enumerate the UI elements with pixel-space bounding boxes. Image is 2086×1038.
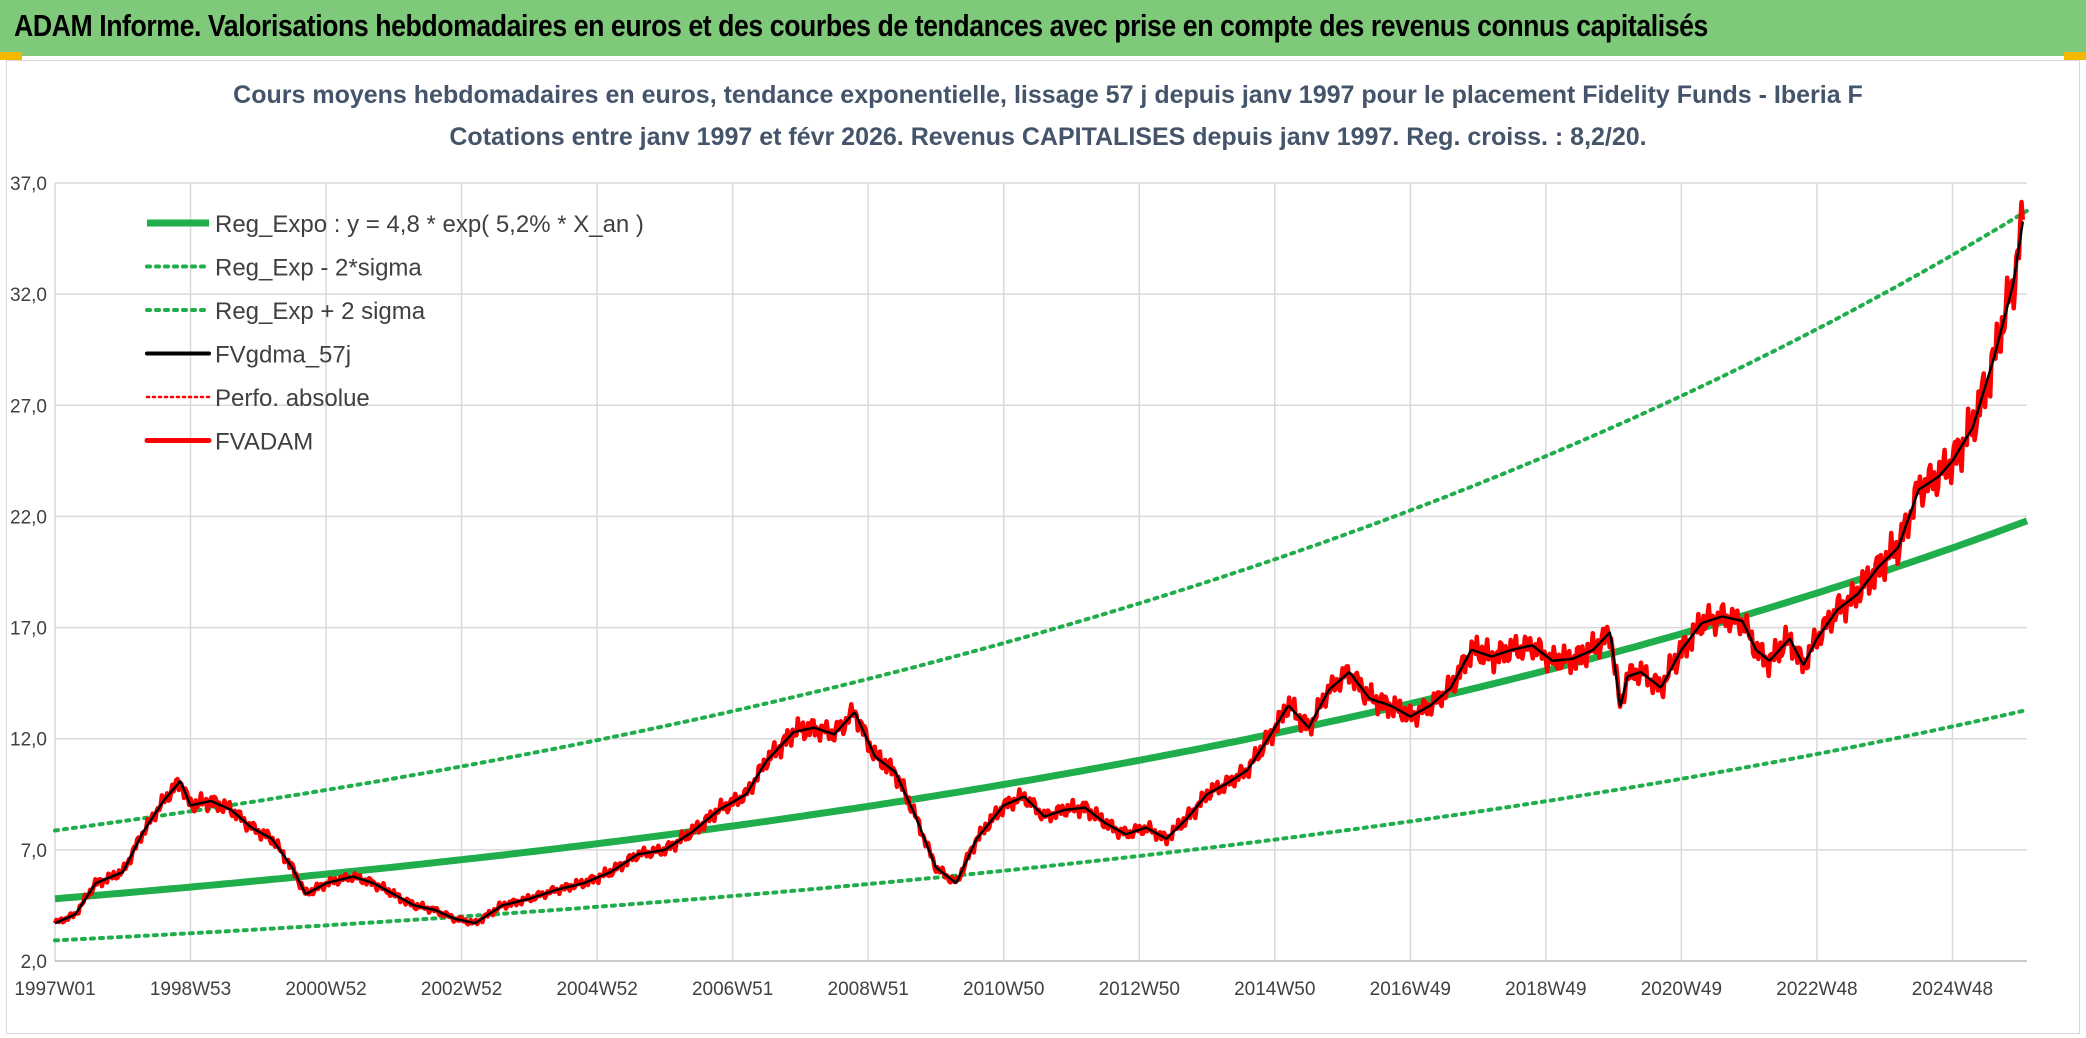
x-tick-label: 2024W48 xyxy=(1912,979,1993,1000)
series-reg-plus-2sigma xyxy=(53,208,2029,833)
y-tick-label: 2,0 xyxy=(21,952,47,973)
corner-marker-right xyxy=(2064,52,2086,60)
y-tick-label: 12,0 xyxy=(10,730,47,751)
y-tick-label: 32,0 xyxy=(10,285,47,306)
chart-title: Cours moyens hebdomadaires en euros, ten… xyxy=(233,81,1863,109)
legend-label: Reg_Exp + 2 sigma xyxy=(215,298,426,325)
legend-label: FVADAM xyxy=(215,429,313,456)
legend-label: Reg_Exp - 2*sigma xyxy=(215,255,422,282)
x-tick-label: 2022W48 xyxy=(1776,979,1857,1000)
chart-subtitle: Cotations entre janv 1997 et févr 2026. … xyxy=(449,123,1646,151)
series-fvgdma-57j xyxy=(54,221,2025,925)
x-tick-label: 1997W01 xyxy=(14,979,95,1000)
y-tick-label: 37,0 xyxy=(10,174,47,195)
x-tick-label: 2018W49 xyxy=(1505,979,1586,1000)
x-tick-label: 2016W49 xyxy=(1370,979,1451,1000)
x-tick-label: 1998W53 xyxy=(150,979,231,1000)
axes: 2,0 7,0 12,0 17,0 22,0 27,0 32,0 37,0 1997W01 199… xyxy=(10,174,2027,1000)
corner-marker-left xyxy=(0,52,22,60)
grid xyxy=(54,182,2027,962)
plot-area xyxy=(52,199,2029,943)
chart-svg: Cours moyens hebdomadaires en euros, ten… xyxy=(10,81,2029,1000)
series-reg-minus-2sigma xyxy=(53,708,2029,943)
y-tick-label: 7,0 xyxy=(21,841,47,862)
legend-label: Reg_Expo : y = 4,8 * exp( 5,2% * X_an ) xyxy=(215,211,644,238)
legend: Reg_Expo : y = 4,8 * exp( 5,2% * X_an ) R… xyxy=(144,211,644,456)
series-reg-expo xyxy=(54,517,2029,903)
x-tick-label: 2014W50 xyxy=(1234,979,1315,1000)
y-tick-label: 27,0 xyxy=(10,396,47,417)
x-tick-label: 2002W52 xyxy=(421,979,502,1000)
x-tick-label: 2006W51 xyxy=(692,979,773,1000)
x-tick-label: 2004W52 xyxy=(556,979,637,1000)
report-banner: ADAM Informe. Valorisations hebdomadaire… xyxy=(0,0,2086,56)
y-tick-label: 17,0 xyxy=(10,619,47,640)
x-tick-label: 2008W51 xyxy=(828,979,909,1000)
legend-label: Perfo. absolue xyxy=(215,385,370,412)
legend-label: FVgdma_57j xyxy=(215,342,351,369)
y-tick-label: 22,0 xyxy=(10,507,47,528)
x-tick-label: 2000W52 xyxy=(285,979,366,1000)
chart-frame: Cours moyens hebdomadaires en euros, ten… xyxy=(6,60,2080,1034)
x-tick-label: 2020W49 xyxy=(1641,979,1722,1000)
x-tick-label: 2010W50 xyxy=(963,979,1044,1000)
report-title: ADAM Informe. Valorisations hebdomadaire… xyxy=(14,8,1708,43)
x-tick-label: 2012W50 xyxy=(1099,979,1180,1000)
